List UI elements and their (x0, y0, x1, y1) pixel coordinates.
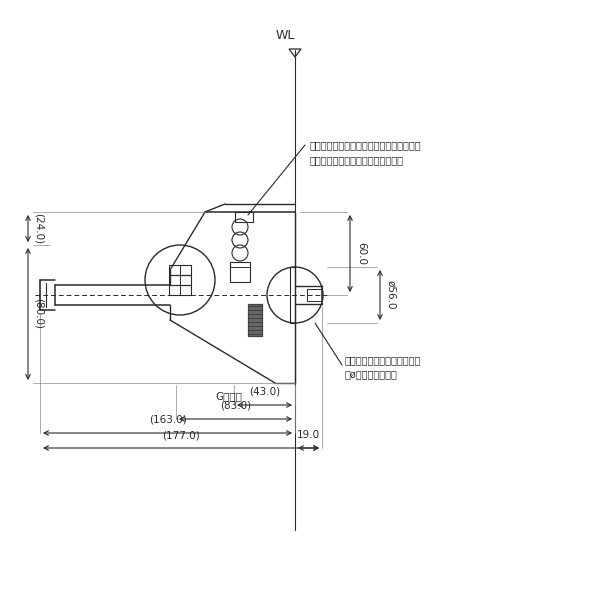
Text: ＪＩＳ給水栓取付ねじ　１３: ＪＩＳ給水栓取付ねじ １３ (345, 355, 421, 365)
Bar (169, 265, 191, 295)
Text: (83.0): (83.0) (220, 401, 251, 411)
Text: 60.0: 60.0 (356, 242, 366, 265)
Bar (230, 262, 250, 282)
Text: （ø２０．９５５）: （ø２０．９５５） (345, 369, 398, 379)
Text: (177.0): (177.0) (162, 430, 200, 440)
Text: （シャワーセットは添付図面参照）: （シャワーセットは添付図面参照） (310, 155, 404, 165)
Text: (43.0): (43.0) (249, 387, 280, 397)
Text: (80.0): (80.0) (34, 298, 44, 329)
Bar (235, 212, 253, 222)
Text: この部分にシャワーセットを取付けます。: この部分にシャワーセットを取付けます。 (310, 140, 422, 150)
Text: G１／２: G１／２ (215, 391, 242, 401)
Text: (163.0): (163.0) (149, 415, 187, 425)
Text: 19.0: 19.0 (297, 430, 320, 440)
Text: (24.0): (24.0) (34, 213, 44, 244)
Text: WL: WL (275, 29, 295, 42)
Text: ø56.0: ø56.0 (386, 280, 396, 310)
Bar (248, 304, 262, 336)
